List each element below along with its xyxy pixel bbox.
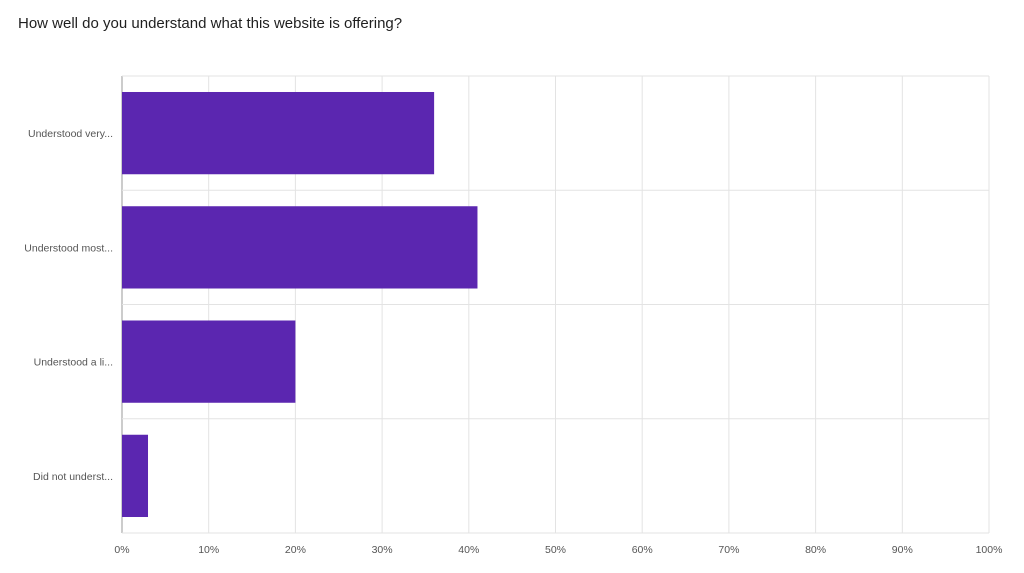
x-tick-label: 80% [805,544,826,556]
bar [122,434,149,518]
x-tick-label: 50% [545,544,566,556]
x-tick-label: 40% [458,544,479,556]
bar [122,91,435,175]
category-label: Did not underst... [33,471,113,483]
x-tick-label: 90% [892,544,913,556]
bar [122,206,478,289]
x-tick-label: 100% [976,544,1003,556]
x-axis-tick-labels: 0% 10% 20% 30% 40% 50% 60% 70% 80% 90% 100% [114,544,1002,556]
category-label: Understood most... [24,242,113,254]
x-tick-label: 70% [718,544,739,556]
x-tick-label: 10% [198,544,219,556]
category-labels: Understood very... Understood most... Unde… [24,128,113,483]
bars-layer [122,91,478,518]
grid-layer [121,75,990,534]
category-label: Understood very... [28,128,113,140]
bar [122,320,296,403]
x-tick-label: 20% [285,544,306,556]
chart-title: How well do you understand what this web… [18,15,403,32]
x-tick-label: 0% [114,544,129,556]
x-tick-label: 60% [632,544,653,556]
x-tick-label: 30% [372,544,393,556]
category-label: Understood a li... [34,357,113,369]
